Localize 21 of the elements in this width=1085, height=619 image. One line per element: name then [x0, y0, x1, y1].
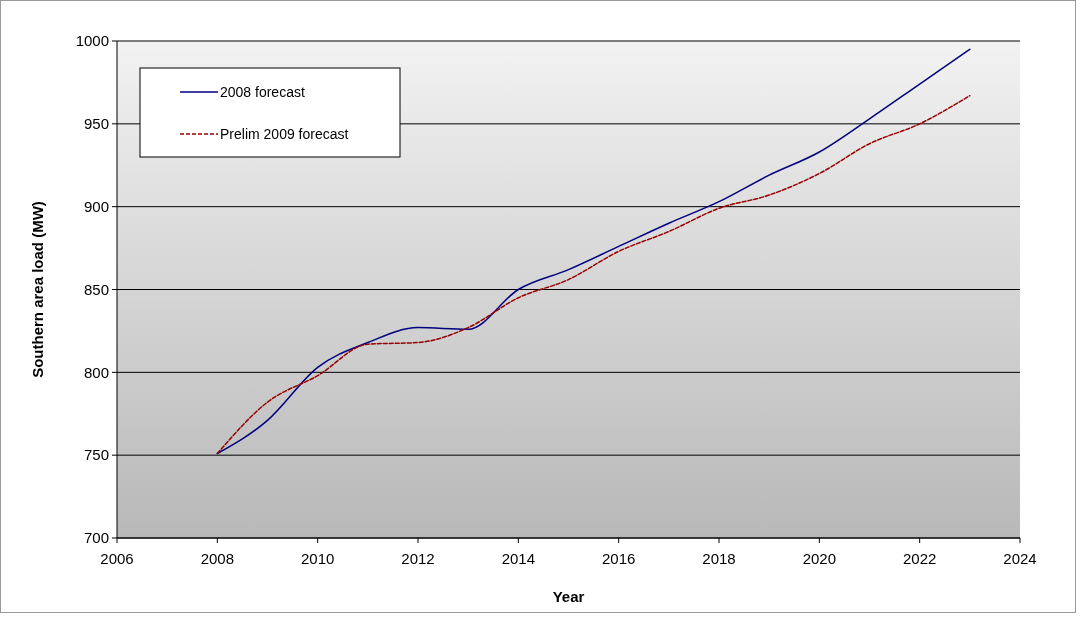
y-tick-label: 900 — [83, 197, 109, 215]
x-tick-label: 2008 — [200, 550, 235, 567]
y-axis-title: Southern area load (MW) — [29, 201, 46, 378]
y-tick-label: 850 — [83, 280, 109, 298]
x-tick-label: 2024 — [1003, 550, 1037, 567]
x-tick-label: 2020 — [802, 550, 837, 567]
x-tick-label: 2014 — [501, 550, 536, 567]
legend-label: Prelim 2009 forecast — [220, 125, 349, 142]
x-tick-label: 2016 — [601, 550, 636, 567]
x-tick-label: 2010 — [300, 550, 335, 567]
y-tick-label: 950 — [83, 115, 109, 133]
y-tick-label: 750 — [83, 446, 109, 464]
x-tick-label: 2018 — [702, 550, 736, 567]
y-tick-label: 700 — [83, 529, 109, 547]
x-axis-title: Year — [552, 588, 585, 605]
x-tick-label: 2022 — [902, 550, 937, 567]
x-tick-label: 2006 — [100, 550, 134, 567]
legend-label: 2008 forecast — [220, 83, 305, 100]
x-tick-label: 2012 — [401, 550, 435, 567]
y-tick-label: 800 — [83, 363, 109, 381]
y-tick-label: 1000 — [75, 32, 109, 50]
